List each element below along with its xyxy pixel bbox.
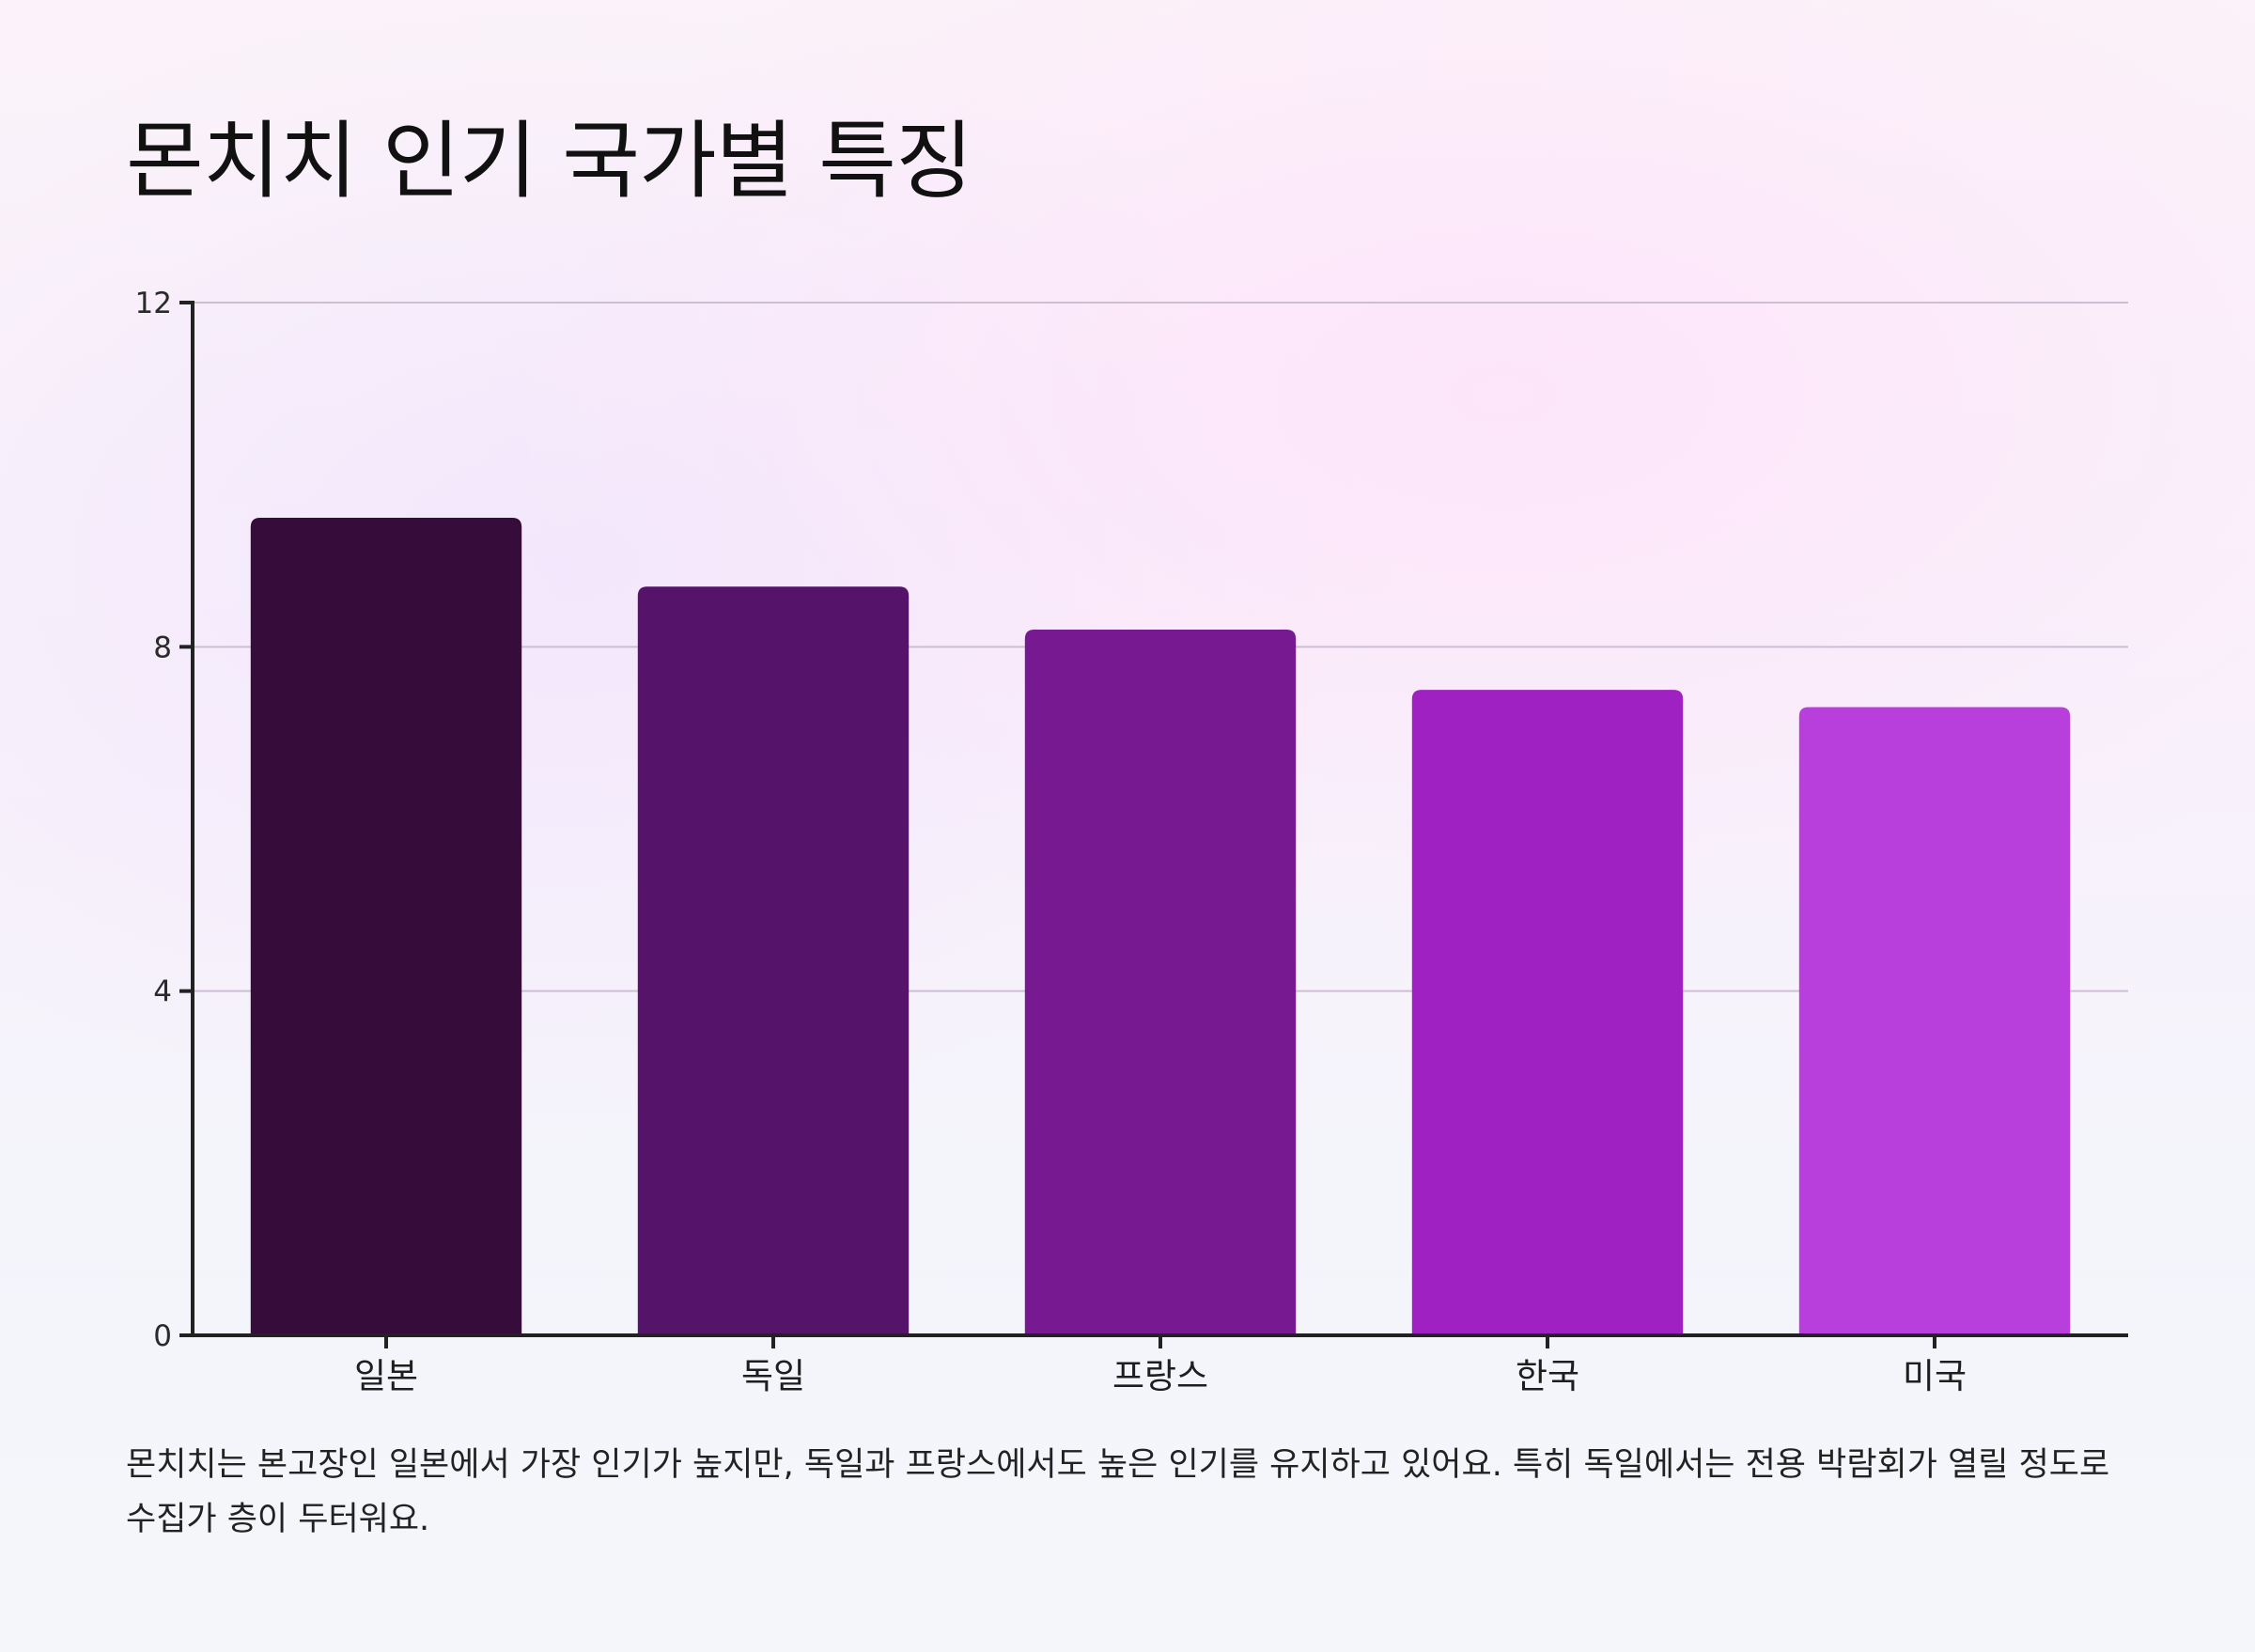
x-tick-label: 일본	[354, 1356, 418, 1396]
y-tick-label: 8	[153, 631, 172, 664]
bars	[250, 517, 2071, 1335]
y-tick-label: 4	[153, 975, 172, 1009]
y-tick-label: 12	[135, 287, 172, 320]
x-tick-label: 미국	[1903, 1356, 1967, 1396]
x-tick-label: 독일	[741, 1356, 805, 1396]
chart-title: 몬치치 인기 국가별 특징	[126, 112, 973, 210]
bar-4	[1411, 690, 1684, 1335]
bar-5	[1798, 707, 2071, 1335]
x-ticks: 일본 독일 프랑스 한국 미국	[354, 1335, 1967, 1396]
x-tick-label: 프랑스	[1112, 1356, 1208, 1396]
y-tick-label: 0	[153, 1319, 172, 1353]
chart-description: 몬치치는 본고장인 일본에서 가장 인기가 높지만, 독일과 프랑스에서도 높은…	[126, 1446, 2110, 1538]
x-tick-label: 한국	[1516, 1356, 1579, 1396]
bar-1	[250, 517, 522, 1335]
bar-2	[637, 586, 910, 1335]
bar-3	[1024, 630, 1297, 1335]
y-ticks: 0 4 8 12	[135, 287, 193, 1353]
